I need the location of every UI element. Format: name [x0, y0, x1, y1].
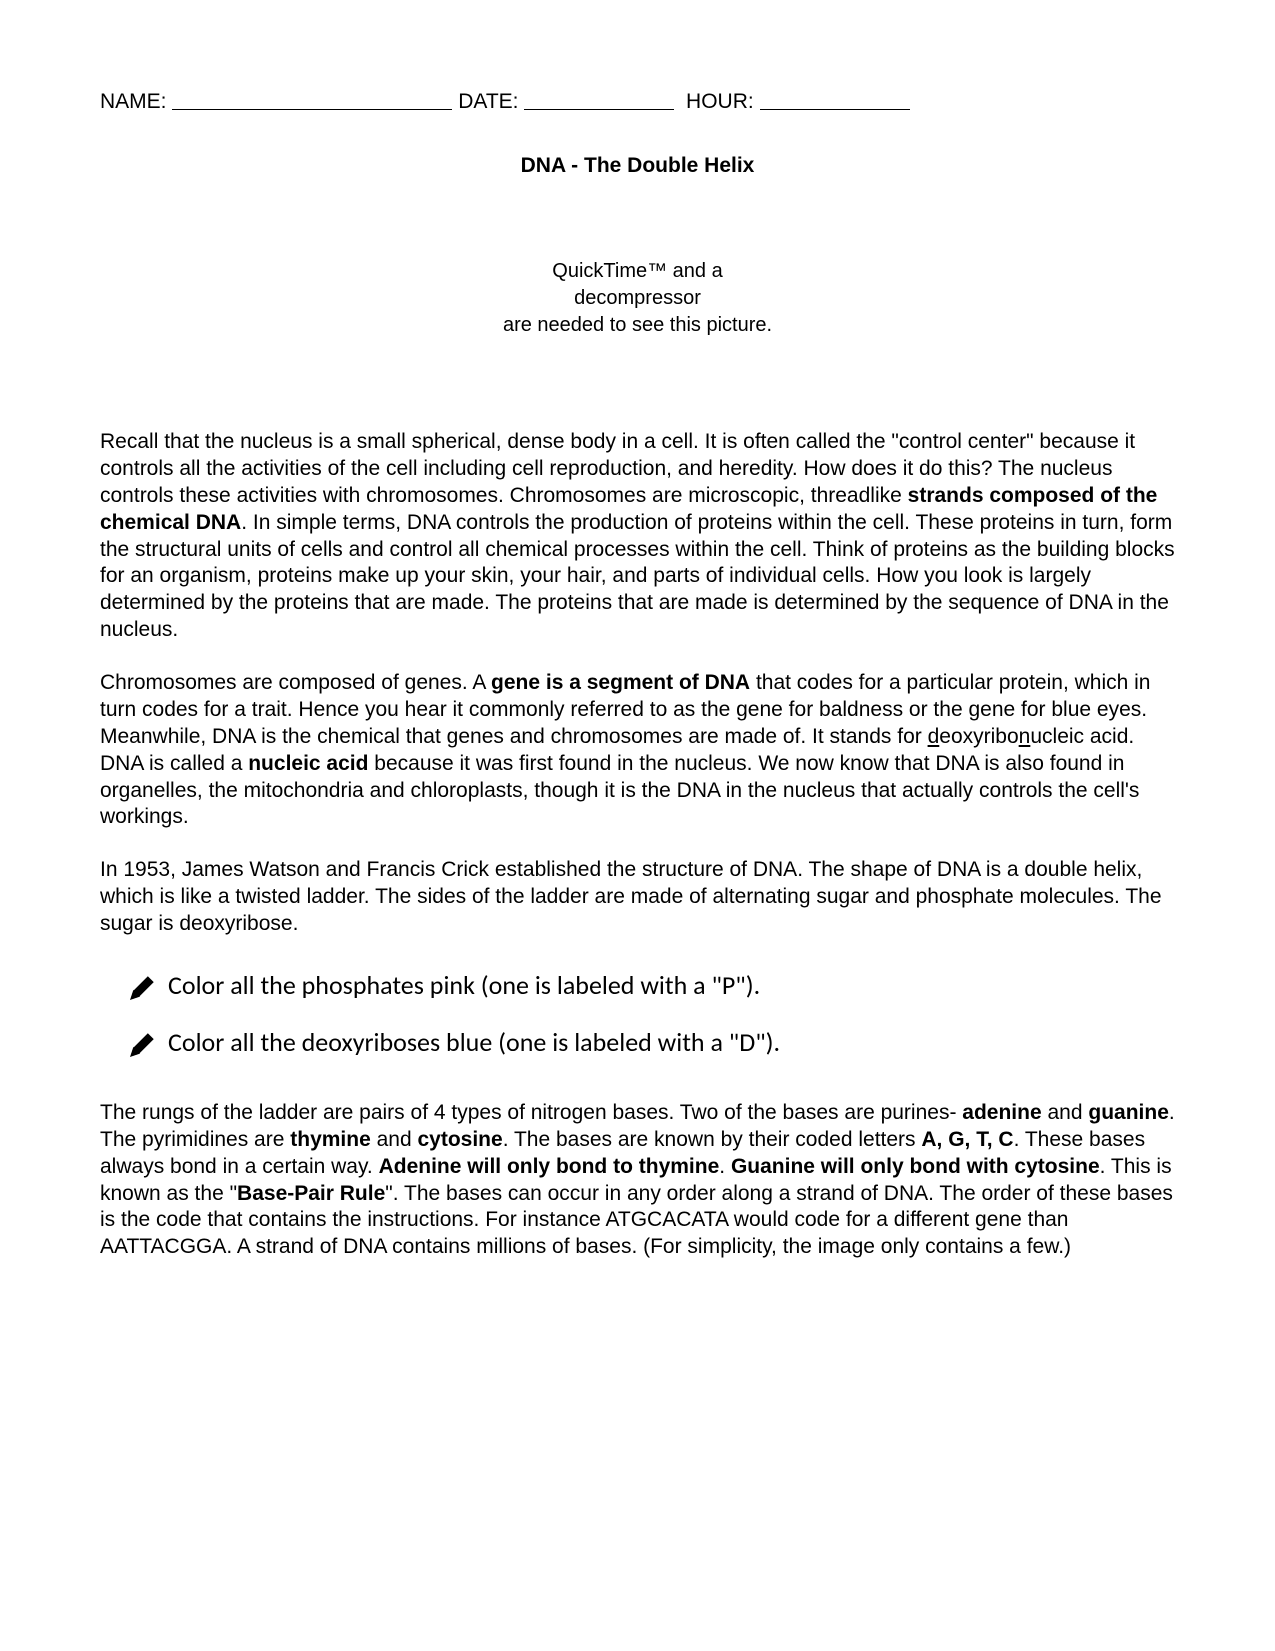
p2-underline-d: d — [928, 725, 940, 748]
p2-text-a: Chromosomes are composed of genes. A — [100, 671, 491, 694]
p4-bold-guanine: guanine — [1088, 1101, 1169, 1124]
p4-bold-at-bond: Adenine will only bond to thymine — [379, 1155, 720, 1178]
p4-bold-adenine: adenine — [962, 1101, 1041, 1124]
p4-text-b: and — [1042, 1101, 1089, 1124]
page-title: DNA - The Double Helix — [100, 154, 1175, 178]
pencil-icon — [128, 968, 156, 1003]
paragraph-2: Chromosomes are composed of genes. A gen… — [100, 670, 1175, 831]
p4-bold-gc-bond: Guanine will only bond with cytosine — [731, 1155, 1100, 1178]
p4-text-e: . The bases are known by their coded let… — [503, 1128, 922, 1151]
p2-underline-n: n — [1019, 725, 1031, 748]
instruction-deoxyriboses: Color all the deoxyriboses blue (one is … — [128, 1025, 1175, 1060]
date-label: DATE: — [458, 90, 518, 114]
p2-text-c: eoxyribo — [939, 725, 1018, 748]
p2-bold-gene: gene is a segment of DNA — [491, 671, 750, 694]
paragraph-3: In 1953, James Watson and Francis Crick … — [100, 857, 1175, 938]
pencil-icon — [128, 1025, 156, 1060]
header-fields: NAME: DATE: HOUR: — [100, 90, 1175, 114]
p4-bold-cytosine: cytosine — [417, 1128, 502, 1151]
color-instructions: Color all the phosphates pink (one is la… — [128, 968, 1175, 1060]
name-blank[interactable] — [172, 109, 452, 110]
p4-bold-agtc: A, G, T, C — [921, 1128, 1013, 1151]
name-label: NAME: — [100, 90, 167, 114]
quicktime-placeholder: QuickTime™ and a decompressor are needed… — [100, 258, 1175, 339]
p4-text-g: . — [719, 1155, 731, 1178]
p1-text-b: . In simple terms, DNA controls the prod… — [100, 511, 1175, 642]
quicktime-line2: decompressor — [100, 285, 1175, 312]
date-blank[interactable] — [524, 109, 674, 110]
hour-blank[interactable] — [760, 109, 910, 110]
p2-bold-nucleic: nucleic acid — [248, 752, 368, 775]
hour-label: HOUR: — [686, 90, 754, 114]
p4-text-a: The rungs of the ladder are pairs of 4 t… — [100, 1101, 962, 1124]
paragraph-1: Recall that the nucleus is a small spher… — [100, 429, 1175, 644]
instruction-phosphates: Color all the phosphates pink (one is la… — [128, 968, 1175, 1003]
quicktime-line1: QuickTime™ and a — [100, 258, 1175, 285]
p4-text-d: and — [371, 1128, 418, 1151]
instruction-1-text: Color all the phosphates pink (one is la… — [168, 969, 760, 1001]
p4-bold-thymine: thymine — [290, 1128, 371, 1151]
p4-bold-basepair: Base-Pair Rule — [237, 1182, 385, 1205]
paragraph-4: The rungs of the ladder are pairs of 4 t… — [100, 1100, 1175, 1261]
quicktime-line3: are needed to see this picture. — [100, 312, 1175, 339]
instruction-2-text: Color all the deoxyriboses blue (one is … — [168, 1026, 780, 1058]
